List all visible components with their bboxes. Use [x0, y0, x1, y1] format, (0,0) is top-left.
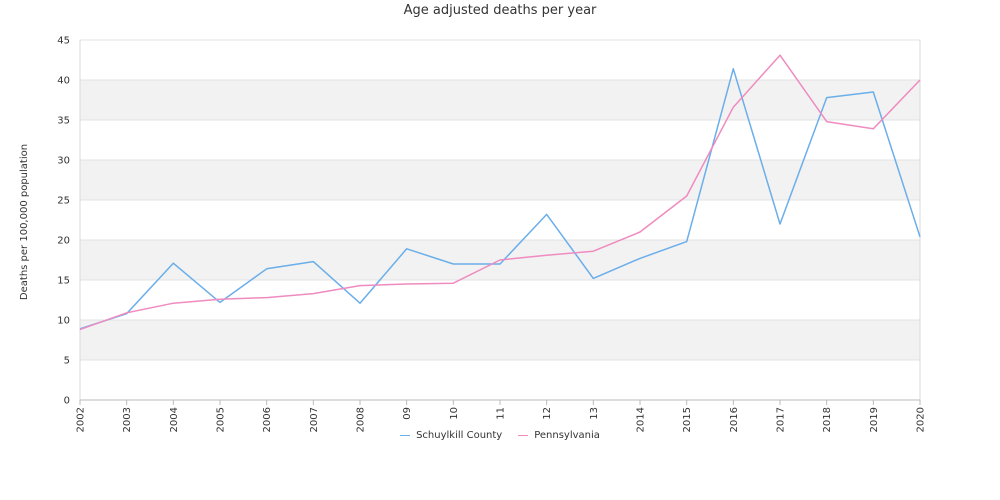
y-tick-label: 45 — [57, 36, 70, 47]
chart-title: Age adjusted deaths per year — [403, 3, 597, 18]
x-tick-label: 2017 — [776, 407, 787, 432]
y-tick-label: 5 — [64, 356, 70, 367]
x-tick-label: 10 — [449, 407, 460, 420]
x-tick-label: 2006 — [262, 407, 273, 432]
x-tick-label: 12 — [542, 407, 553, 420]
x-tick-label: 2015 — [682, 407, 693, 432]
y-tick-label: 10 — [57, 316, 70, 327]
x-tick-label: 09 — [402, 407, 413, 420]
y-tick-label: 0 — [64, 396, 70, 407]
x-tick-label: 2002 — [76, 407, 87, 432]
series-lines — [79, 54, 921, 331]
y-tick-label: 15 — [57, 276, 70, 287]
y-tick-label: 30 — [57, 156, 70, 167]
legend-item: Pennsylvania — [518, 430, 600, 441]
legend-label: Pennsylvania — [534, 430, 600, 441]
x-tick-label: 2016 — [729, 407, 740, 432]
x-tick-label: 2003 — [122, 407, 133, 432]
y-tick-label: 20 — [57, 236, 70, 247]
y-axis-label: Deaths per 100,000 population — [19, 144, 30, 300]
x-tick-labels: 2002 2003 2004 2005 2006 2007 2008 09 10 11 12 13 20… — [76, 400, 927, 432]
legend-item: Schuylkill County — [400, 430, 502, 441]
series-line-1 — [79, 68, 921, 330]
grid-bands — [80, 80, 920, 360]
y-tick-labels: 0 5 10 15 20 25 30 35 40 45 — [57, 36, 70, 407]
legend-label: Schuylkill County — [416, 430, 503, 441]
x-tick-label: 2020 — [916, 407, 927, 432]
y-tick-label: 35 — [57, 116, 70, 127]
x-tick-label: 2018 — [822, 407, 833, 432]
y-tick-label: 25 — [57, 196, 70, 207]
x-tick-label: 2004 — [169, 407, 180, 432]
series-line-2 — [79, 54, 921, 331]
grid-band — [80, 80, 920, 120]
x-tick-label: 2007 — [309, 407, 320, 432]
grid-band — [80, 320, 920, 360]
x-tick-label: 2019 — [869, 407, 880, 432]
grid-band — [80, 160, 920, 200]
legend-swatch — [400, 435, 411, 436]
legend: Schuylkill County Pennsylvania — [0, 430, 1000, 441]
x-tick-label: 2014 — [636, 407, 647, 432]
x-tick-label: 11 — [496, 407, 507, 420]
legend-swatch — [518, 435, 529, 436]
x-tick-label: 2005 — [216, 407, 227, 432]
x-tick-label: 13 — [589, 407, 600, 420]
x-tick-label: 2008 — [356, 407, 367, 432]
y-tick-label: 40 — [57, 76, 70, 87]
